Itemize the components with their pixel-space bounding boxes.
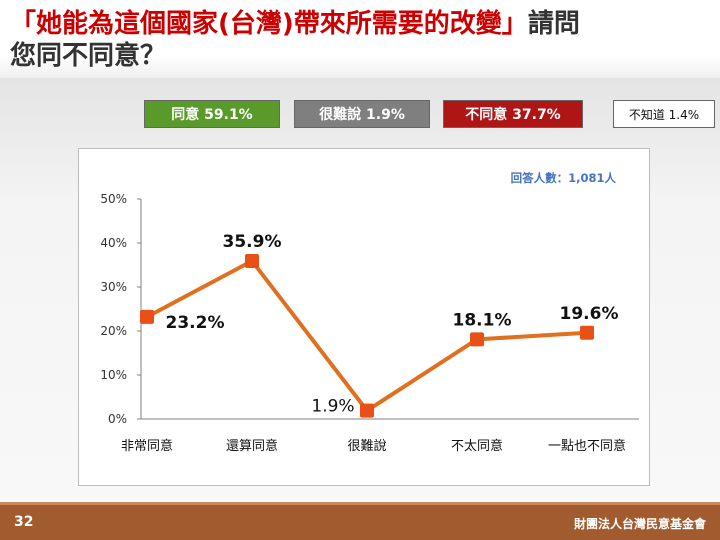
organization-name: 財團法人台灣民意基金會 <box>573 517 706 531</box>
data-point-marker <box>470 332 484 347</box>
title-open-bracket: 「 <box>10 9 37 39</box>
footer-bar: 32 財團法人台灣民意基金會 <box>0 502 720 540</box>
series-line <box>146 259 588 413</box>
data-label: 18.1% <box>453 310 512 330</box>
x-category-label: 很難說 <box>347 438 386 454</box>
data-label: 1.9% <box>311 397 354 417</box>
x-category-label: 不太同意 <box>451 438 503 454</box>
title-tail: 請問 <box>527 9 580 39</box>
data-point-marker <box>580 325 594 340</box>
data-point-marker <box>140 309 154 324</box>
title-close-bracket: 」 <box>501 9 528 39</box>
data-point-marker <box>245 254 259 269</box>
x-category-label: 還算同意 <box>226 438 278 454</box>
slide-title-line-1: 「她能為這個國家(台灣)帶來所需要的改變」請問 <box>10 8 580 40</box>
title-quote: 她能為這個國家(台灣)帶來所需要的改變 <box>36 9 502 39</box>
x-category-label: 一點也不同意 <box>548 438 626 454</box>
summary-agree-box: 同意 59.1% <box>144 100 280 128</box>
summary-dont-know-box: 不知道 1.4% <box>613 100 715 128</box>
data-label: 35.9% <box>223 232 282 252</box>
data-label: 23.2% <box>166 313 225 333</box>
data-label: 19.6% <box>560 304 619 324</box>
page-number: 32 <box>14 514 34 530</box>
y-tick-label: 30% <box>100 280 127 294</box>
y-tick-label: 40% <box>100 236 127 250</box>
y-tick-label: 20% <box>100 324 127 338</box>
slide-title-line-2: 您同不同意？ <box>10 41 167 71</box>
line-chart: 0%10%20%30%40%50% 非常同意 還算同意 很難說 不太同意 一點也不同意 … <box>100 171 639 454</box>
y-tick-label: 0% <box>108 412 127 426</box>
respondent-count-note: 回答人數：1,081人 <box>511 171 617 185</box>
y-tick-label: 50% <box>100 192 127 206</box>
x-category-label: 非常同意 <box>121 438 173 454</box>
title-area: 「她能為這個國家(台灣)帶來所需要的改變」請問 您同不同意？ <box>0 0 720 78</box>
y-tick-label: 10% <box>100 368 127 382</box>
summary-hard-to-say-box: 很難說 1.9% <box>294 100 430 128</box>
chart-panel: 0% 10% 20% 30% 40% 50% 非常同意 還算同意 很難說 不太同意 一點也不同意 … <box>78 148 650 486</box>
summary-disagree-box: 不同意 37.7% <box>443 100 583 128</box>
data-point-marker <box>360 403 374 418</box>
